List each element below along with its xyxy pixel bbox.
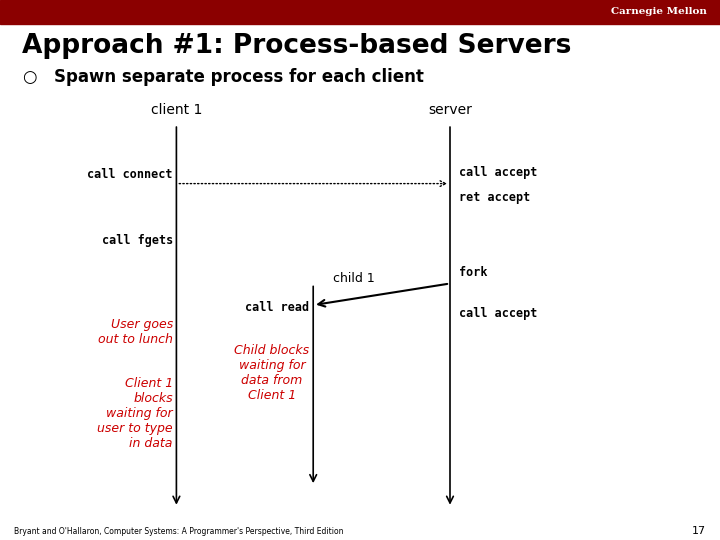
Text: call fgets: call fgets	[102, 234, 173, 247]
Text: client 1: client 1	[150, 103, 202, 117]
Text: ○: ○	[22, 68, 36, 86]
Text: fork: fork	[459, 266, 487, 279]
Text: Spawn separate process for each client: Spawn separate process for each client	[54, 68, 424, 86]
Text: call accept: call accept	[459, 307, 537, 320]
Text: User goes
out to lunch: User goes out to lunch	[98, 318, 173, 346]
Text: server: server	[428, 103, 472, 117]
Text: call accept: call accept	[459, 166, 537, 179]
Text: call read: call read	[246, 301, 310, 314]
Text: Approach #1: Process-based Servers: Approach #1: Process-based Servers	[22, 33, 571, 59]
Text: Child blocks
waiting for
data from
Client 1: Child blocks waiting for data from Clien…	[235, 343, 310, 402]
Text: ret accept: ret accept	[459, 191, 530, 204]
Text: child 1: child 1	[333, 272, 374, 285]
Text: Bryant and O'Hallaron, Computer Systems: A Programmer's Perspective, Third Editi: Bryant and O'Hallaron, Computer Systems:…	[14, 526, 344, 536]
Text: call connect: call connect	[87, 168, 173, 181]
Text: 17: 17	[691, 525, 706, 536]
Text: Carnegie Mellon: Carnegie Mellon	[611, 8, 707, 16]
Text: Client 1
blocks
waiting for
user to type
in data: Client 1 blocks waiting for user to type…	[97, 376, 173, 450]
